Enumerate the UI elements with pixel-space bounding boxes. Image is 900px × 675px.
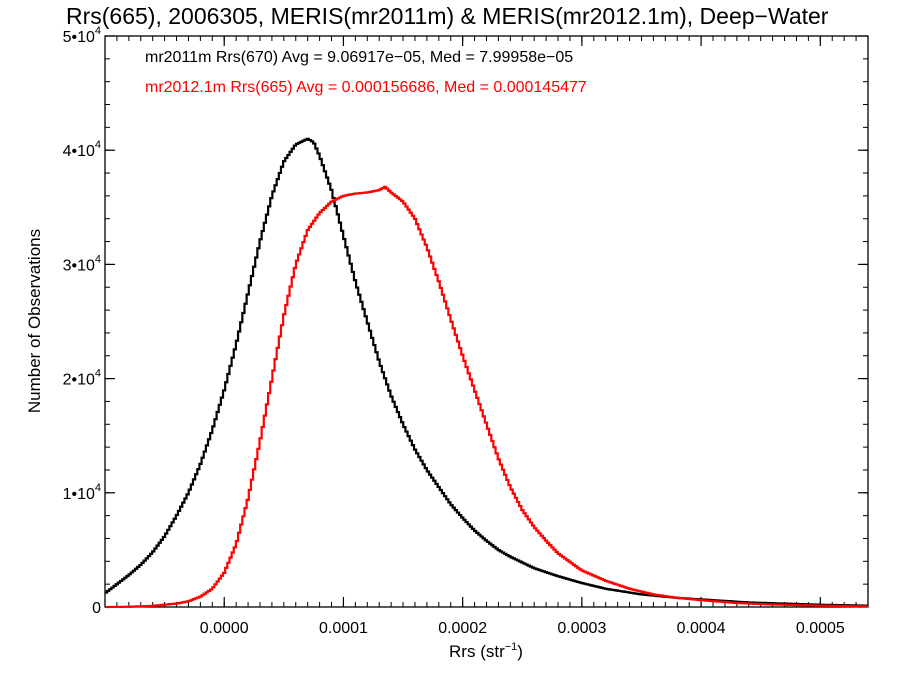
y-tick-mantissa: 5•10	[63, 29, 95, 46]
y-tick-exponent: 4	[95, 25, 101, 37]
y-tick-label: 3•104	[63, 253, 101, 274]
series-group	[105, 137, 868, 609]
x-tick-label: 0.0004	[677, 620, 726, 637]
y-tick-exponent: 4	[95, 482, 101, 494]
y-tick-mantissa: 0	[92, 600, 101, 617]
y-tick-label: 1•104	[63, 482, 101, 503]
y-tick-label: 5•104	[63, 25, 101, 46]
annotation-red: mr2012.1m Rrs(665) Avg = 0.000156686, Me…	[145, 79, 587, 96]
x-tick-label: 0.0005	[796, 620, 845, 637]
plot-frame	[104, 35, 869, 608]
x-tick-label: 0.0003	[557, 620, 606, 637]
y-tick-mantissa: 4•10	[63, 143, 95, 160]
series-0-line	[105, 137, 868, 607]
y-tick-mantissa: 1•10	[63, 486, 95, 503]
y-tick-label: 2•104	[63, 368, 101, 389]
chart-title: Rrs(665), 2006305, MERIS(mr2011m) & MERI…	[66, 3, 829, 29]
x-axis-label-close: )	[517, 642, 523, 661]
y-tick-label: 0	[92, 600, 101, 617]
y-tick-label: 4•104	[63, 139, 101, 160]
y-tick-mantissa: 2•10	[63, 372, 95, 389]
x-tick-label: 0.0002	[438, 620, 487, 637]
y-tick-mantissa: 3•10	[63, 257, 95, 274]
y-tick-exponent: 4	[95, 253, 101, 265]
series-1-line	[105, 185, 868, 609]
axis-ticks: 0.0000 0.0001 0.0002 0.0003 0.0004 0.0005 0 1•1…	[63, 25, 868, 637]
y-tick-exponent: 4	[95, 139, 101, 151]
annotation-black: mr2011m Rrs(670) Avg = 9.06917e−05, Med …	[145, 49, 573, 66]
x-axis-label: Rrs (str−1)	[449, 641, 523, 661]
x-axis-label-superscript: −1	[505, 641, 518, 653]
x-tick-label: 0.0000	[200, 620, 249, 637]
y-axis-label: Number of Observations	[25, 229, 44, 413]
y-tick-exponent: 4	[95, 368, 101, 380]
x-tick-label: 0.0001	[319, 620, 368, 637]
x-axis-label-main: Rrs (str	[449, 642, 505, 661]
